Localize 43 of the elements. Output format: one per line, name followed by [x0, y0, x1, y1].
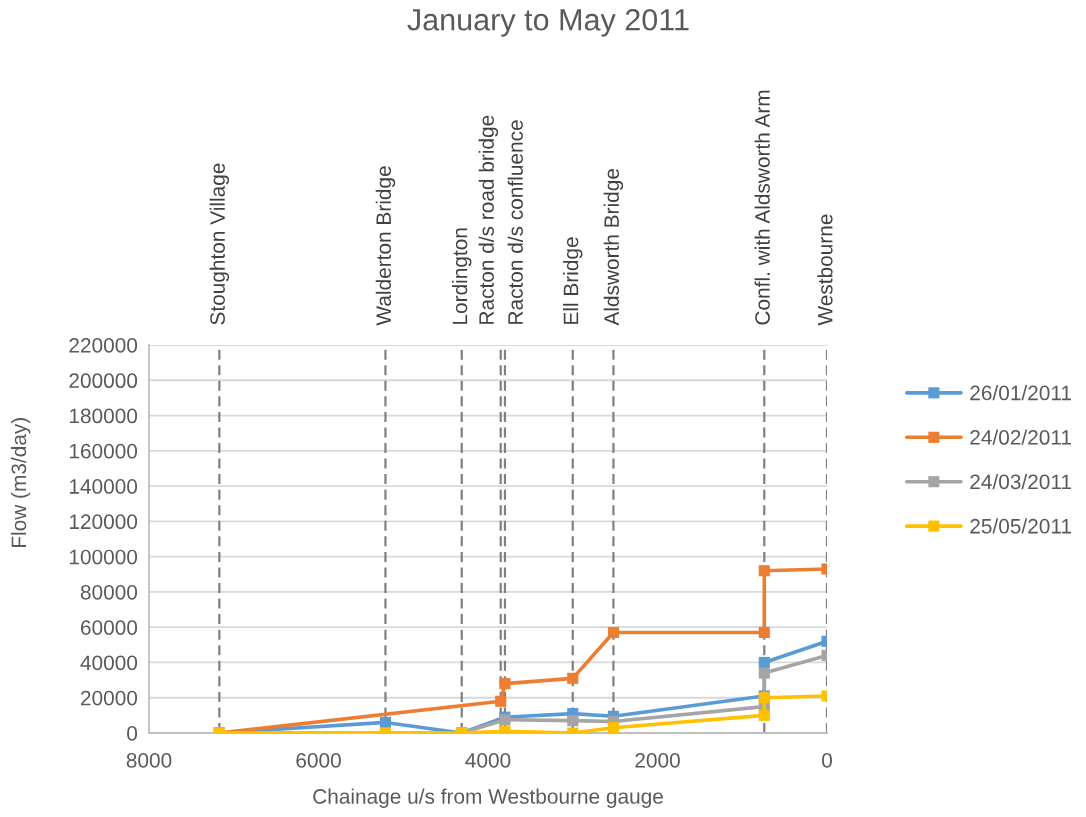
ref-line-label: Confl. with Aldsworth Arm [754, 90, 770, 325]
y-tick-label: 160000 [69, 443, 138, 459]
y-tick-label: 180000 [69, 408, 138, 424]
y-tick-label: 220000 [69, 338, 138, 353]
legend-label: 24/02/2011 [970, 429, 1071, 445]
x-tick-label: 6000 [296, 752, 341, 768]
y-tick-label: 80000 [80, 584, 138, 600]
ref-line-label: Stoughton Village [209, 163, 230, 325]
y-tick-label: 40000 [80, 655, 138, 671]
y-tick-label: 120000 [69, 514, 138, 530]
point [758, 667, 770, 679]
ref-line-label: Walderton Bridge [375, 166, 396, 326]
x-tick-label: 0 [822, 752, 832, 768]
y-axis-title: Flow (m3/day) [10, 418, 31, 548]
y-tick-label: 200000 [69, 373, 138, 389]
point [607, 626, 619, 639]
y-tick-label: 60000 [81, 620, 138, 635]
chart-title: January to May 2011 [407, 8, 689, 37]
point [567, 672, 579, 684]
y-tick-label: 100000 [69, 549, 138, 565]
point [758, 626, 770, 639]
ref-line-label: Westbourne [817, 214, 833, 326]
legend-label: 25/05/2011 [970, 518, 1071, 534]
x-axis-title: Chainage u/s from Westbourne gauge [313, 788, 663, 808]
point [607, 722, 619, 733]
ref-line-label: Racton d/s road bridge [478, 115, 499, 324]
point [758, 709, 770, 721]
point [499, 678, 511, 690]
x-tick-label: 8000 [126, 752, 172, 768]
ref-line-label: Lordington [452, 228, 472, 324]
x-tick-label: 4000 [465, 752, 511, 768]
y-tick-label: 0 [127, 726, 138, 741]
point [758, 565, 770, 577]
ref-line-label: Ell Bridge [563, 237, 583, 324]
point [567, 715, 579, 727]
y-tick-label: 140000 [69, 479, 138, 494]
point [495, 695, 507, 707]
ref-line-label: Aldsworth Bridge [603, 169, 624, 326]
legend-label: 24/03/2011 [970, 473, 1071, 490]
y-tick-label: 20000 [81, 690, 138, 706]
legend-label: 26/01/2011 [970, 385, 1071, 401]
x-tick-label: 2000 [635, 752, 680, 768]
ref-line-label: Racton d/s confluence [507, 120, 523, 324]
